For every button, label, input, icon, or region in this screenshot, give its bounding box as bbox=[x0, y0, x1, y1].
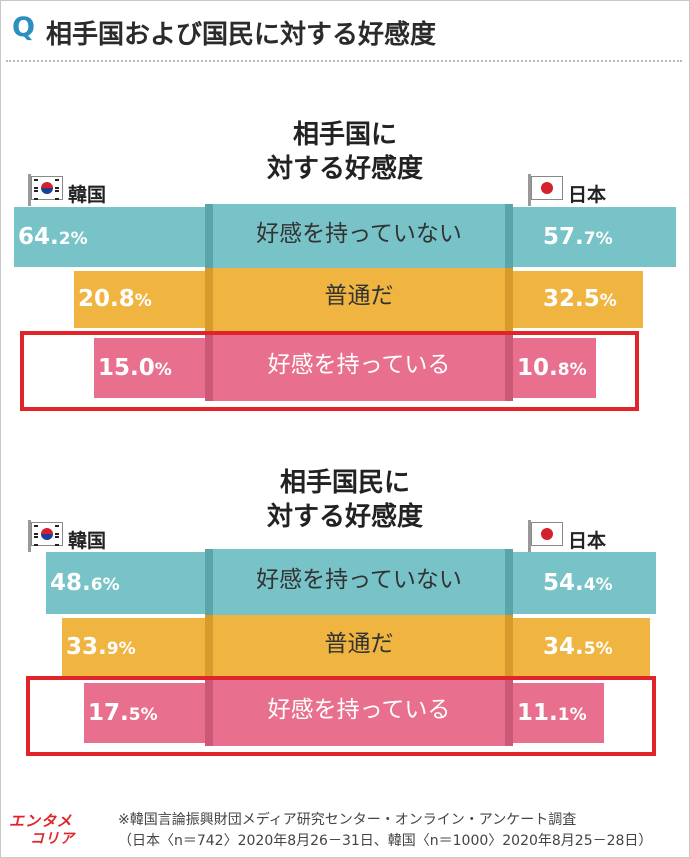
japan-value-decimal: 7% bbox=[583, 229, 613, 249]
japan-flag-pole bbox=[528, 520, 531, 552]
ribbon-fold bbox=[205, 549, 213, 617]
question-mark: Q bbox=[12, 12, 35, 43]
korea-value-decimal: 9% bbox=[106, 639, 136, 659]
korea-value-label: 15.0 bbox=[98, 355, 155, 381]
ribbon-fold bbox=[505, 615, 513, 679]
ribbon-fold bbox=[505, 268, 513, 331]
korea-flag-trigram bbox=[55, 179, 59, 189]
ribbon-fold bbox=[505, 335, 513, 401]
highlight-box bbox=[26, 676, 656, 756]
korea-flag-trigram bbox=[55, 536, 59, 546]
panel-title-line1: 相手国民に bbox=[279, 468, 410, 498]
page-title: 相手国および国民に対する好感度 bbox=[46, 20, 437, 50]
japan-flag-icon bbox=[531, 176, 563, 200]
japan-flag-icon bbox=[531, 522, 563, 546]
korea-value-label: 17. bbox=[88, 700, 129, 726]
panel-title-line2: 対する好感度 bbox=[266, 154, 423, 184]
japan-value-bar: 32.5% bbox=[513, 271, 643, 328]
category-label: 好感を持っている bbox=[213, 680, 505, 746]
ribbon-fold bbox=[205, 335, 213, 401]
korea-value-decimal: % bbox=[154, 360, 172, 380]
korea-value-bar: 33.9% bbox=[62, 618, 205, 676]
ribbon-fold bbox=[205, 680, 213, 746]
korea-value-label: 48. bbox=[50, 570, 91, 596]
highlight-box bbox=[20, 331, 639, 411]
japan-value-bar: 11.1% bbox=[513, 683, 604, 743]
korea-value-bar: 48.6% bbox=[46, 552, 205, 614]
japan-value-decimal: % bbox=[599, 291, 617, 311]
ribbon-fold bbox=[505, 680, 513, 746]
japan-flag-circle bbox=[541, 182, 553, 194]
korea-flag-emblem bbox=[41, 528, 53, 540]
ribbon-fold bbox=[505, 549, 513, 617]
korea-value-bar: 64.2% bbox=[14, 207, 205, 267]
korea-flag-trigram bbox=[55, 190, 59, 200]
korea-flag-trigram bbox=[34, 190, 38, 200]
japan-flag-pole bbox=[528, 174, 531, 206]
logo-text-top: エンタメ bbox=[9, 812, 73, 830]
category-label: 好感を持っていない bbox=[213, 549, 505, 617]
source-note-line2: （日本〈n＝742〉2020年8月26－31日、韓国〈n＝1000〉2020年8… bbox=[118, 833, 653, 849]
korea-value-label: 20.8 bbox=[78, 286, 135, 312]
korea-flag-icon bbox=[31, 522, 63, 546]
japan-flag-circle bbox=[541, 528, 553, 540]
country-label-japan: 日本 bbox=[568, 530, 607, 552]
country-label-korea: 韓国 bbox=[68, 184, 107, 206]
korea-flag-icon bbox=[31, 176, 63, 200]
japan-value-decimal: 4% bbox=[583, 575, 613, 595]
category-label: 普通だ bbox=[213, 615, 505, 679]
korea-value-bar: 20.8% bbox=[74, 271, 205, 328]
category-label: 好感を持っていない bbox=[213, 204, 505, 270]
ribbon-fold bbox=[205, 268, 213, 331]
korea-value-decimal: % bbox=[134, 291, 152, 311]
japan-value-label: 57. bbox=[543, 224, 584, 250]
japan-value-label: 11. bbox=[517, 700, 558, 726]
panel-title-line2: 対する好感度 bbox=[266, 502, 423, 532]
japan-value-bar: 57.7% bbox=[513, 207, 676, 267]
korea-value-label: 33. bbox=[66, 634, 107, 660]
japan-value-label: 10. bbox=[517, 355, 558, 381]
korea-value-decimal: 6% bbox=[90, 575, 120, 595]
korea-value-decimal: 2% bbox=[58, 229, 88, 249]
title-divider bbox=[6, 60, 682, 62]
japan-value-label: 54. bbox=[543, 570, 584, 596]
country-label-korea: 韓国 bbox=[68, 530, 107, 552]
japan-value-bar: 10.8% bbox=[513, 338, 596, 398]
japan-value-bar: 54.4% bbox=[513, 552, 656, 614]
korea-flag-pole bbox=[28, 174, 31, 206]
japan-value-decimal: 5% bbox=[583, 639, 613, 659]
korea-value-bar: 17.5% bbox=[84, 683, 205, 743]
country-label-japan: 日本 bbox=[568, 184, 607, 206]
korea-flag-trigram bbox=[34, 525, 38, 535]
japan-value-label: 34. bbox=[543, 634, 584, 660]
ribbon-fold bbox=[205, 204, 213, 270]
japan-value-decimal: 8% bbox=[557, 360, 587, 380]
source-note-line1: ※韓国言論振興財団メディア研究センター・オンライン・アンケート調査 bbox=[118, 812, 577, 828]
japan-value-bar: 34.5% bbox=[513, 618, 650, 676]
korea-value-label: 64. bbox=[18, 224, 59, 250]
japan-value-label: 32.5 bbox=[543, 286, 600, 312]
korea-flag-emblem bbox=[41, 182, 53, 194]
category-label: 普通だ bbox=[213, 268, 505, 331]
korea-value-bar: 15.0% bbox=[94, 338, 205, 398]
panel-title-line1: 相手国に bbox=[292, 120, 397, 150]
ribbon-fold bbox=[505, 204, 513, 270]
japan-value-decimal: 1% bbox=[557, 705, 587, 725]
korea-flag-pole bbox=[28, 520, 31, 552]
category-label: 好感を持っている bbox=[213, 335, 505, 401]
korea-flag-trigram bbox=[34, 179, 38, 189]
korea-flag-trigram bbox=[34, 536, 38, 546]
ribbon-fold bbox=[205, 615, 213, 679]
logo-text-bottom: コリア bbox=[30, 831, 75, 847]
korea-value-decimal: 5% bbox=[128, 705, 158, 725]
korea-flag-trigram bbox=[55, 525, 59, 535]
